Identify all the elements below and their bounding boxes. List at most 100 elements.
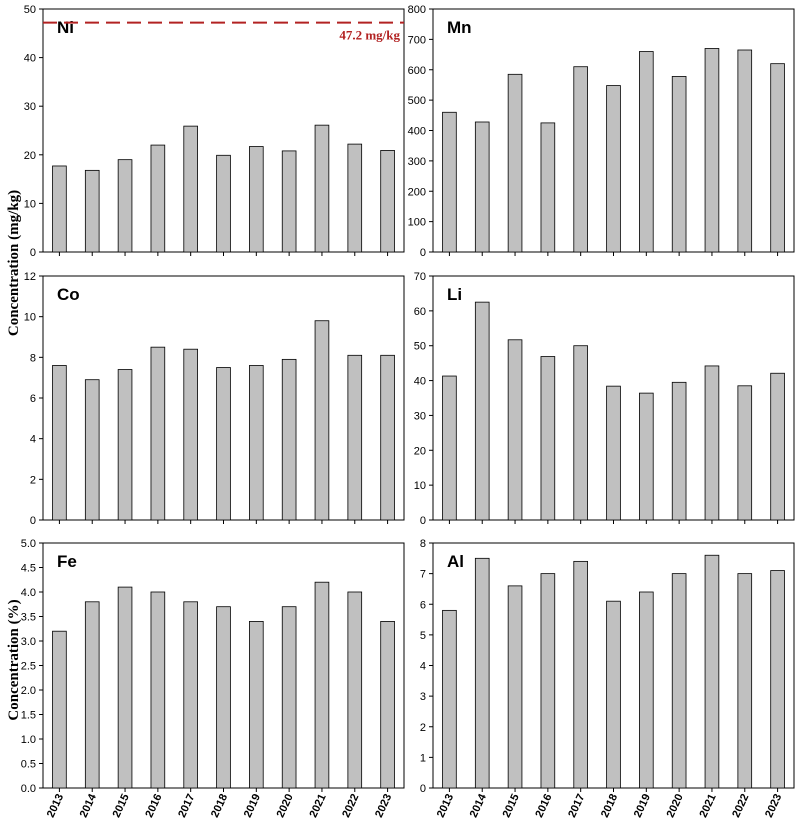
al-panel-label: Al	[447, 552, 464, 571]
al-bar-2017: 2017: 7.4	[573, 560, 588, 789]
fe-x-tick-label: 2016	[143, 792, 164, 819]
mn-y-tick-label: 700	[408, 34, 426, 46]
al-bar-2016: 2016: 7	[540, 573, 556, 789]
mn-bar-2014: 2014: 428	[474, 121, 490, 253]
co-y-tick-label: 4	[30, 434, 36, 446]
li-bar-2018: 2018: 38.4	[606, 385, 621, 521]
mn-y-tick-label: 0	[420, 247, 426, 259]
al-y-tick-label: 5	[420, 630, 426, 642]
li-y-tick-label: 30	[414, 410, 426, 422]
co-bar-2023: 2023: 8.1	[380, 354, 395, 521]
ni-y-tick-label: 50	[24, 4, 36, 16]
li-y-tick-label: 0	[420, 515, 426, 527]
co-bar-2018: 2018: 7.5	[216, 367, 231, 521]
ni-bar-2023: 2023: 20.9	[380, 150, 395, 253]
mn-bar-2015: 2015: 585	[507, 73, 523, 253]
al-bar-2020: 2020: 7	[671, 573, 687, 789]
fe-y-tick-label: 1.0	[21, 734, 36, 746]
al-bar-2023: 2023: 7.1	[770, 570, 785, 789]
ni-reference-label: 47.2 mg/kg	[339, 28, 400, 43]
al-x-tick-label: 2017	[566, 792, 587, 819]
fe-bar-2017: 2017: 3.8	[183, 601, 198, 789]
co-y-tick-label: 8	[30, 352, 36, 364]
al-x-tick-label: 2018	[599, 792, 620, 819]
mn-y-tick-label: 600	[408, 65, 426, 77]
li-panel-label: Li	[447, 285, 462, 304]
mn-bar-2017: 2017: 610	[573, 66, 588, 253]
fe-bar-2014: 2014: 3.8	[84, 601, 100, 789]
fe-y-tick-label: 3.5	[21, 612, 36, 624]
fe-x-tick-label: 2018	[209, 792, 230, 819]
fe-y-tick-label: 4.0	[21, 587, 36, 599]
al-y-tick-label: 3	[420, 691, 426, 703]
al-x-tick-label: 2013	[435, 792, 456, 819]
co-panel-label: Co	[57, 285, 80, 304]
al-y-tick-label: 6	[420, 599, 426, 611]
fe-y-tick-label: 1.5	[21, 710, 36, 722]
al-x-tick-label: 2021	[697, 792, 718, 819]
ni-panel-label: Ni	[57, 18, 74, 37]
al-bar-2015: 2015: 6.6	[507, 585, 523, 789]
mn-bar-2021: 2021: 670	[704, 48, 720, 253]
al-x-tick-label: 2014	[468, 791, 490, 819]
fe-bar-2013: 2013: 3.2	[52, 630, 67, 789]
fe-x-tick-label: 2019	[242, 792, 263, 819]
li-y-tick-label: 60	[414, 306, 426, 318]
al-bar-2021: 2021: 7.6	[704, 554, 720, 789]
co-y-tick-label: 10	[24, 312, 36, 324]
fe-x-tick-label: 2014	[78, 791, 100, 819]
mn-bar-2018: 2018: 548	[606, 85, 621, 253]
co-bar-2015: 2015: 7.4	[117, 369, 133, 521]
li-bar-2020: 2020: 39.5	[671, 381, 687, 521]
li-bar-2015: 2015: 51.7	[507, 339, 523, 521]
al-bar-2014: 2014: 7.5	[474, 557, 490, 789]
co-y-tick-label: 0	[30, 515, 36, 527]
ni-bar-2022: 2022: 22.2	[347, 143, 363, 253]
ni-bar-2015: 2015: 19	[117, 159, 133, 253]
fe-bar-2016: 2016: 4	[150, 591, 166, 789]
al-x-tick-label: 2022	[730, 792, 751, 819]
fe-x-tick-label: 2022	[340, 792, 361, 819]
li-bar-2013: 2013: 41.3	[442, 375, 457, 521]
ni-bar-2021: 2021: 26.1	[314, 124, 330, 253]
co-y-tick-label: 2	[30, 474, 36, 486]
fe-bar-2020: 2020: 3.7	[281, 606, 297, 789]
mn-panel-label: Mn	[447, 18, 472, 37]
fe-x-tick-label: 2015	[111, 792, 132, 819]
fe-panel-label: Fe	[57, 552, 77, 571]
co-bar-2021: 2021: 9.8	[314, 320, 330, 521]
mn-y-tick-label: 800	[408, 4, 426, 16]
al-y-tick-label: 4	[420, 661, 426, 673]
mn-bar-2023: 2023: 620	[770, 63, 785, 253]
co-y-tick-label: 12	[24, 271, 36, 283]
al-y-tick-label: 8	[420, 538, 426, 550]
fe-bar-2023: 2023: 3.4	[380, 621, 395, 789]
li-y-tick-label: 20	[414, 445, 426, 457]
ni-y-tick-label: 10	[24, 198, 36, 210]
mn-bar-2019: 2019: 660	[639, 51, 654, 253]
fe-y-tick-label: 2.5	[21, 661, 36, 673]
mn-y-tick-label: 500	[408, 95, 426, 107]
al-x-tick-label: 2023	[763, 792, 784, 819]
ni-y-tick-label: 30	[24, 101, 36, 113]
mn-bar-2022: 2022: 665	[737, 49, 753, 253]
ni-bar-2019: 2019: 21.7	[249, 146, 264, 253]
al-x-tick-label: 2020	[665, 792, 686, 819]
fe-y-tick-label: 0.0	[21, 783, 36, 795]
co-bar-2019: 2019: 7.6	[249, 365, 264, 521]
al-bar-2018: 2018: 6.1	[606, 600, 621, 789]
al-bar-2019: 2019: 6.4	[639, 591, 654, 789]
al-x-tick-label: 2019	[632, 792, 653, 819]
li-bar-2021: 2021: 44.2	[704, 365, 720, 521]
li-bar-2022: 2022: 38.5	[737, 385, 753, 521]
ni-y-tick-label: 20	[24, 150, 36, 162]
al-x-tick-label: 2016	[533, 792, 554, 819]
fe-y-tick-label: 2.0	[21, 685, 36, 697]
fe-bar-2021: 2021: 4.2	[314, 581, 330, 789]
co-y-tick-label: 6	[30, 393, 36, 405]
al-bar-2013: 2013: 5.8	[442, 609, 457, 789]
mn-y-tick-label: 200	[408, 186, 426, 198]
mn-y-tick-label: 300	[408, 156, 426, 168]
fe-bar-2019: 2019: 3.4	[249, 621, 264, 789]
fe-bar-2018: 2018: 3.7	[216, 606, 231, 789]
